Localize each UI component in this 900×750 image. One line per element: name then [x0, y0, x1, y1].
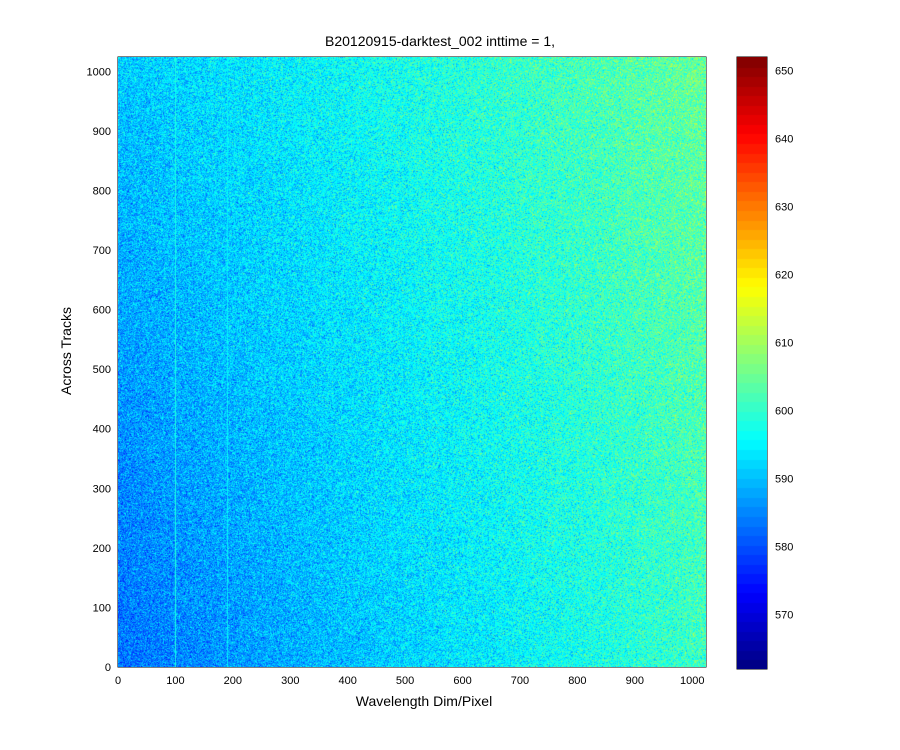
y-tick-label: 400 — [93, 424, 111, 436]
y-axis-label: Across Tracks — [58, 307, 74, 395]
chart-title: B20120915-darktest_002 inttime = 1, — [325, 33, 555, 49]
y-tick-label: 900 — [93, 126, 111, 138]
heatmap-image — [118, 57, 706, 667]
colorbar-tick-label: 580 — [775, 542, 793, 554]
y-tick-label: 200 — [93, 543, 111, 555]
x-axis-ticks: 0 100 200 300 400 500 600 700 800 900 1000 — [115, 57, 704, 687]
colorbar-tick-label: 600 — [775, 406, 793, 418]
colorbar-ticks: 570 580 590 600 610 620 630 640 650 — [737, 66, 793, 622]
y-tick-label: 1000 — [87, 66, 111, 78]
colorbar-tick-label: 570 — [775, 610, 793, 622]
colorbar-tick-label: 630 — [775, 202, 793, 214]
x-tick-label: 900 — [626, 675, 644, 687]
x-tick-label: 1000 — [680, 675, 704, 687]
y-tick-label: 700 — [93, 245, 111, 257]
x-axis-label: Wavelength Dim/Pixel — [356, 693, 492, 709]
colorbar-tick-label: 620 — [775, 270, 793, 282]
x-tick-label: 700 — [511, 675, 529, 687]
colorbar-tick-label: 590 — [775, 474, 793, 486]
y-tick-label: 0 — [105, 662, 111, 674]
y-tick-label: 800 — [93, 185, 111, 197]
colorbar-tick-label: 640 — [775, 134, 793, 146]
x-tick-label: 800 — [568, 675, 586, 687]
y-tick-label: 100 — [93, 602, 111, 614]
x-tick-label: 600 — [453, 675, 471, 687]
x-tick-label: 100 — [166, 675, 184, 687]
x-tick-label: 400 — [339, 675, 357, 687]
colorbar-tick-label: 610 — [775, 338, 793, 350]
y-tick-label: 600 — [93, 305, 111, 317]
x-tick-label: 300 — [281, 675, 299, 687]
x-tick-label: 200 — [224, 675, 242, 687]
colorbar-tick-label: 650 — [775, 66, 793, 78]
colorbar — [737, 57, 767, 669]
y-tick-label: 500 — [93, 364, 111, 376]
y-tick-label: 300 — [93, 483, 111, 495]
x-tick-label: 0 — [115, 675, 121, 687]
x-tick-label: 500 — [396, 675, 414, 687]
